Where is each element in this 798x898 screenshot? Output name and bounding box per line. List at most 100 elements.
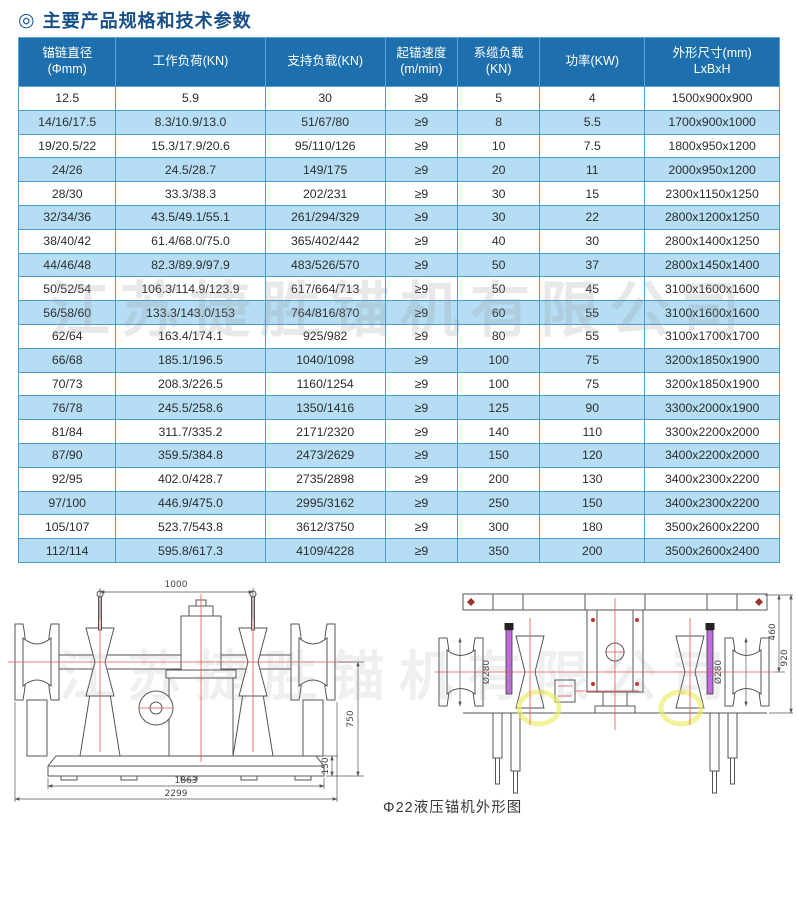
table-cell: ≥9 [384,276,459,302]
dimension-label: 2299 [165,789,188,799]
table-cell: 2300x1150x1250 [644,181,780,206]
table-cell: 446.9/475.0 [115,490,266,516]
table-cell: 97/100 [17,490,117,516]
table-cell: 3300x2000x1900 [644,395,780,421]
table-cell: 28/30 [17,181,117,206]
table-row: 92/95 402.0/428.7 2735/2898 ≥9 200 130 3400x23… [17,466,780,492]
column-header: 工作负荷(KN) [115,37,266,87]
dimension-label: 460 [768,623,778,640]
table-cell: ≥9 [384,466,459,492]
column-header: 支持负载(KN) [264,37,386,87]
table-cell: 22 [539,204,646,230]
table-cell: 30 [264,86,386,111]
table-cell: ≥9 [384,133,459,159]
column-header: 起锚速度 (m/min) [384,37,459,87]
table-cell: 2800x1400x1250 [644,228,780,254]
table-cell: 3400x2300x2200 [644,490,780,516]
table-cell: 150 [457,442,541,468]
table-cell: 20 [457,157,541,183]
table-cell: 8 [457,109,541,135]
table-cell: 180 [539,514,646,540]
table-cell: 11 [539,157,646,183]
table-cell: 50 [457,252,541,278]
table-row: 50/52/54 106.3/114.9/123.9 617/664/713 ≥9 50… [17,276,780,302]
table-cell: 1350/1416 [264,395,386,421]
table-row: 66/68 185.1/196.5 1040/1098 ≥9 100 75 3200x185… [17,347,780,373]
centerlines [8,594,352,762]
table-cell: 62/64 [17,323,117,349]
table-row: 97/100 446.9/475.0 2995/3162 ≥9 250 150 3400x2… [17,490,780,516]
highlight-circle [658,689,704,727]
table-cell: 3500x2600x2400 [644,538,780,563]
table-cell: 402.0/428.7 [115,466,266,492]
table-cell: ≥9 [384,300,459,325]
bolt-mark [755,598,763,606]
table-cell: 3200x1850x1900 [644,371,780,397]
table-cell: 617/664/713 [264,276,386,302]
table-cell: 5.5 [539,109,646,135]
table-cell: ≥9 [384,490,459,516]
table-cell: 359.5/384.8 [115,442,266,468]
table-row: 62/64 163.4/174.1 925/982 ≥9 80 55 3100x1700x1… [17,323,780,349]
column-header: 锚链直径 (Φmm) [17,37,117,87]
table-cell: 15 [539,181,646,206]
table-cell: 19/20.5/22 [17,133,117,159]
table-cell: 483/526/570 [264,252,386,278]
front-view-drawing: 1000 750 150 1863 2299 [8,580,364,802]
table-row: 32/34/36 43.5/49.1/55.1 261/294/329 ≥9 30 22 2… [17,204,780,230]
base-plate [47,755,325,781]
table-cell: 60 [457,300,541,325]
table-cell: 43.5/49.1/55.1 [115,204,266,230]
table-cell: 163.4/174.1 [115,323,266,349]
dimension-lines: 460 920 [765,594,793,714]
column-header: 功率(KW) [539,37,646,87]
table-cell: 70/73 [17,371,117,397]
dimension-lines: 1000 750 150 1863 2299 [14,580,364,802]
table-cell: 311.7/335.2 [115,419,266,444]
table-cell: 30 [457,181,541,206]
table-cell: 80 [457,323,541,349]
table-cell: 3200x1850x1900 [644,347,780,373]
table-row: 14/16/17.5 8.3/10.9/13.0 51/67/80 ≥9 8 5.5 170… [17,109,780,135]
table-cell: 2473/2629 [264,442,386,468]
table-cell: 92/95 [17,466,117,492]
table-cell: 150 [539,490,646,516]
table-cell: 112/114 [17,538,117,563]
table-cell: 32/34/36 [17,204,117,230]
table-row: 28/30 33.3/38.3 202/231 ≥9 30 15 2300x1150x125… [17,181,780,206]
table-cell: 1800x950x1200 [644,133,780,159]
table-cell: 3300x2200x2000 [644,419,780,444]
table-cell: 66/68 [17,347,117,373]
table-cell: 38/40/42 [17,228,117,254]
table-row: 12.5 5.9 30 ≥9 5 4 1500x900x900 [17,86,780,111]
table-cell: 4 [539,86,646,111]
table-cell: 82.3/89.9/97.9 [115,252,266,278]
centerlines [435,598,775,730]
table-cell: ≥9 [384,347,459,373]
table-cell: 523.7/543.8 [115,514,266,540]
table-cell: 350 [457,538,541,563]
table-cell: 24.5/28.7 [115,157,266,183]
table-cell: 365/402/442 [264,228,386,254]
table-cell: 45 [539,276,646,302]
table-cell: 200 [539,538,646,563]
table-cell: 12.5 [17,86,117,111]
table-cell: 202/231 [264,181,386,206]
bolt-mark [467,598,475,606]
table-cell: 50/52/54 [17,276,117,302]
table-cell: 125 [457,395,541,421]
brake-handle [504,623,514,630]
table-cell: 10 [457,133,541,159]
table-cell: 30 [457,204,541,230]
table-row: 105/107 523.7/543.8 3612/3750 ≥9 300 180 3500x… [17,514,780,540]
section-title: ◎ 主要产品规格和技术参数 [18,7,252,33]
bullseye-icon: ◎ [18,9,35,31]
table-cell: 120 [539,442,646,468]
table-row: 24/26 24.5/28.7 149/175 ≥9 20 11 2000x950x1200 [17,157,780,183]
table-cell: 300 [457,514,541,540]
table-row: 112/114 595.8/617.3 4109/4228 ≥9 350 200 3500x… [17,538,780,563]
table-cell: 149/175 [264,157,386,183]
table-cell: 40 [457,228,541,254]
page-title: 主要产品规格和技术参数 [42,11,252,31]
gearbox-motor [138,599,237,757]
